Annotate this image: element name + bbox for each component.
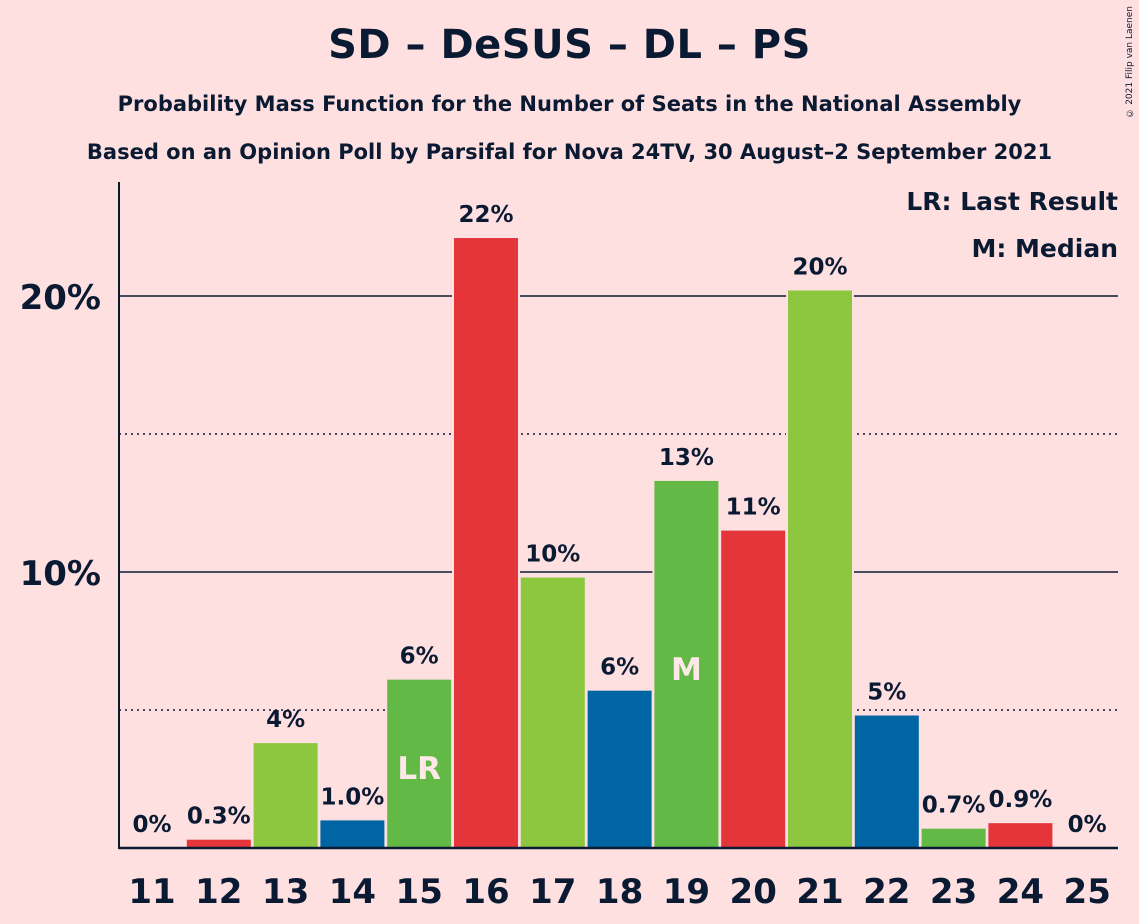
- x-tick-label-24: 24: [997, 872, 1044, 912]
- bar-seats-14: [320, 820, 385, 848]
- x-tick-label-14: 14: [329, 872, 376, 912]
- value-label-20: 11%: [726, 495, 781, 521]
- x-tick-label-22: 22: [863, 872, 910, 912]
- x-tick-label-19: 19: [663, 872, 710, 912]
- value-label-19: 13%: [659, 445, 714, 471]
- x-tick-label-20: 20: [730, 872, 777, 912]
- y-tick-label-10: 10%: [20, 554, 101, 594]
- marker-m: M: [671, 652, 702, 688]
- bar-seats-18: [587, 690, 652, 848]
- x-tick-label-13: 13: [262, 872, 309, 912]
- value-label-17: 10%: [525, 542, 580, 568]
- chart-subtitle-2: Based on an Opinion Poll by Parsifal for…: [86, 140, 1053, 164]
- value-label-24: 0.9%: [989, 787, 1053, 813]
- value-label-16: 22%: [458, 202, 513, 228]
- value-label-14: 1.0%: [321, 784, 385, 810]
- bar-seats-19: [654, 480, 719, 848]
- x-tick-label-23: 23: [930, 872, 977, 912]
- value-label-15: 6%: [400, 644, 439, 670]
- chart-title: SD – DeSUS – DL – PS: [328, 22, 811, 68]
- value-label-25: 0%: [1068, 812, 1107, 838]
- value-label-13: 4%: [266, 707, 305, 733]
- bar-seats-20: [721, 530, 786, 848]
- y-tick-label-20: 20%: [20, 278, 101, 318]
- bar-seats-23: [921, 828, 986, 848]
- legend-last-result: LR: Last Result: [906, 187, 1118, 216]
- bar-seats-13: [253, 743, 318, 848]
- bar-seats-16: [454, 238, 518, 849]
- bar-seats-22: [854, 715, 919, 848]
- x-tick-label-25: 25: [1064, 872, 1111, 912]
- value-label-22: 5%: [867, 680, 906, 706]
- x-tick-label-15: 15: [396, 872, 443, 912]
- bar-seats-24: [988, 823, 1053, 848]
- x-tick-label-12: 12: [195, 872, 242, 912]
- chart-subtitle-1: Probability Mass Function for the Number…: [117, 92, 1022, 116]
- bar-seats-15: [387, 679, 452, 848]
- x-tick-label-17: 17: [529, 872, 576, 912]
- x-tick-label-21: 21: [796, 872, 843, 912]
- bar-seats-12: [186, 839, 251, 848]
- value-label-11: 0%: [132, 812, 171, 838]
- marker-lr: LR: [397, 751, 441, 787]
- x-tick-label-18: 18: [596, 872, 643, 912]
- value-label-12: 0.3%: [187, 804, 251, 830]
- x-tick-label-16: 16: [462, 872, 509, 912]
- value-label-23: 0.7%: [922, 793, 986, 819]
- bar-seats-17: [520, 577, 585, 848]
- value-label-18: 6%: [600, 655, 639, 681]
- x-tick-label-11: 11: [128, 872, 175, 912]
- bar-seats-21: [788, 290, 852, 849]
- value-label-21: 20%: [792, 254, 847, 280]
- legend-median: M: Median: [971, 234, 1118, 263]
